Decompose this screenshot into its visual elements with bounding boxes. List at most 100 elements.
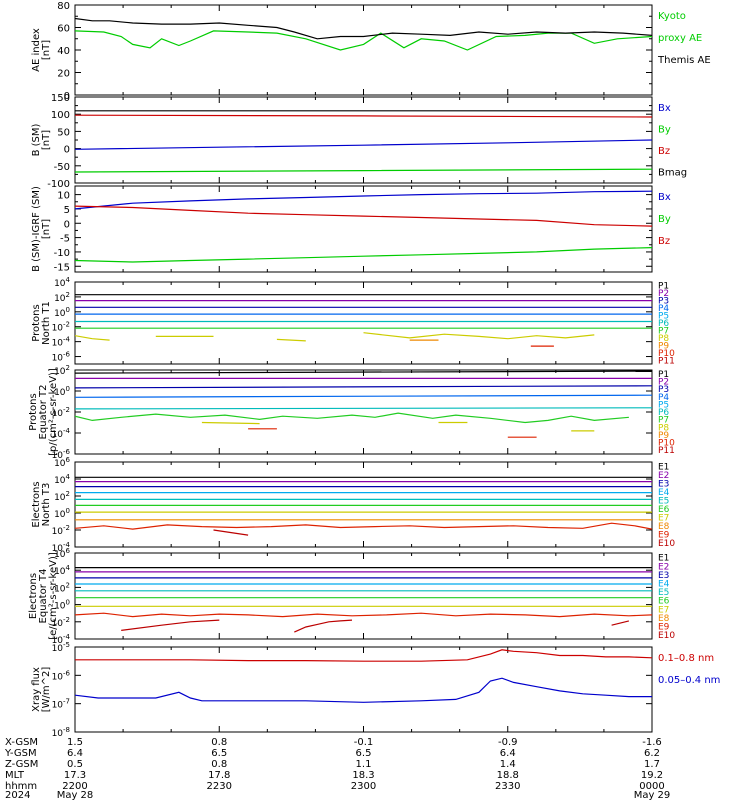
series-line-e9: [75, 522, 652, 530]
tick-exponent: 6: [66, 456, 71, 464]
x-row-value: -1.6: [642, 737, 662, 748]
tick-exponent: -7: [63, 698, 70, 706]
x-row-value: 2330: [495, 781, 520, 792]
series-line-bx: [75, 190, 652, 210]
y-tick-label: 102: [54, 364, 70, 377]
x-row-value: 2230: [207, 781, 232, 792]
panel-frame: [74, 185, 653, 273]
series-line-p6: [75, 412, 629, 424]
legend-entry: E2: [658, 562, 669, 572]
x-row-value: 18.8: [497, 770, 519, 781]
y-axis-label: Equator T4: [38, 569, 49, 624]
series-line-p8: [363, 332, 595, 340]
tick-base: 10: [54, 459, 66, 469]
legend-entry: E5: [658, 588, 669, 598]
y-axis-label: [p/(cm²-s-sr-keV)]: [48, 368, 59, 456]
legend-entry: P6: [658, 408, 669, 418]
y-tick-label: 10-6: [52, 669, 71, 682]
legend-entry: E3: [658, 480, 669, 490]
panel-bigrf: -15 -10 -5 0 5 10 B (SM)-IGRF (SM) [nT] Bx By Bz: [31, 185, 671, 273]
y-tick-label: 0: [64, 91, 70, 102]
tick-exponent: 0: [66, 599, 70, 607]
series-line-e9: [121, 619, 220, 631]
legend-entry: E1: [658, 554, 669, 564]
tick-exponent: -2: [63, 616, 70, 624]
tick-exponent: 2: [66, 490, 70, 498]
legend-entry: P11: [658, 446, 675, 456]
tick-base: 10: [54, 510, 66, 520]
legend-entry: E7: [658, 514, 669, 524]
tick-exponent: -2: [63, 406, 70, 414]
legend-entry: P8: [658, 423, 669, 433]
tick-exponent: -5: [63, 641, 70, 649]
y-tick-label: 10-2: [52, 321, 70, 334]
tick-exponent: 0: [66, 507, 70, 515]
tick-base: 10: [52, 451, 64, 461]
series-line-e8: [75, 612, 652, 618]
y-tick-label: 10: [57, 191, 70, 202]
tick-base: 10: [54, 388, 66, 398]
tick-exponent: -2: [63, 524, 70, 532]
series-line-e9: [294, 619, 353, 633]
y-tick-label: 10-2: [52, 524, 70, 537]
x-row-value: 19.2: [641, 770, 663, 781]
legend-entry: E10: [658, 631, 675, 641]
x-row-value: 17.3: [64, 770, 86, 781]
y-axis-label: [W/m^2]: [41, 667, 52, 713]
y-tick-label: 10-8: [52, 726, 70, 739]
x-row-value: 0000: [639, 781, 664, 792]
legend-entry: P1: [658, 370, 669, 380]
legend-entry: E9: [658, 531, 670, 541]
y-axis-label: Protons: [31, 304, 42, 341]
tick-exponent: -4: [63, 427, 71, 435]
legend-entry: proxy AE: [658, 33, 702, 44]
tick-base: 10: [54, 367, 66, 377]
tick-base: 10: [52, 672, 64, 682]
x-row-label: Y-GSM: [4, 748, 37, 759]
legend-entry: P1: [658, 282, 669, 292]
series-line-p8: [75, 335, 110, 341]
series-line-p4: [75, 394, 652, 398]
series-line-bz: [75, 114, 652, 118]
series-line-themis-ae: [75, 17, 652, 40]
y-tick-label: 10-4: [52, 541, 71, 554]
legend-entry: Bz: [658, 236, 670, 247]
y-tick-label: 10-6: [52, 448, 71, 461]
legend-entry: P8: [658, 334, 669, 344]
y-axis-label: [nT]: [41, 130, 52, 150]
legend-entry: P2: [658, 289, 669, 299]
tick-exponent: 4: [66, 473, 71, 481]
y-tick-label: 100: [54, 507, 70, 520]
tick-base: 10: [52, 430, 64, 440]
y-tick-label: 60: [57, 24, 70, 35]
tick-base: 10: [52, 339, 64, 349]
tick-exponent: 4: [66, 564, 71, 572]
y-tick-label: 104: [54, 564, 70, 577]
y-tick-label: 10-4: [52, 336, 71, 349]
y-tick-label: 100: [54, 599, 70, 612]
tick-exponent: -4: [63, 633, 71, 641]
legend-entry: E4: [658, 580, 670, 590]
y-axis-label: North T3: [41, 483, 52, 527]
series-line-p8: [201, 421, 260, 425]
y-tick-label: 50: [57, 127, 70, 138]
y-tick-label: 100: [54, 385, 70, 398]
x-row-value: -0.9: [498, 737, 518, 748]
tick-exponent: 2: [66, 291, 70, 299]
x-row-value: 1.7: [644, 759, 660, 770]
tick-exponent: 2: [66, 364, 70, 372]
panel-frame: [74, 552, 653, 640]
y-tick-label: -10: [54, 248, 70, 259]
y-axis-label: Equator T2: [38, 385, 49, 440]
tick-exponent: 0: [66, 306, 70, 314]
y-tick-label: 102: [54, 291, 70, 304]
tick-exponent: 2: [66, 581, 70, 589]
y-tick-label: 40: [57, 46, 70, 57]
y-tick-label: 150: [51, 93, 70, 104]
tick-exponent: -6: [63, 448, 71, 456]
series-line-by: [75, 247, 652, 263]
panel-ae: 0 20 40 60 80 AE index [nT] Kyoto proxy AE Themis…: [31, 1, 711, 102]
